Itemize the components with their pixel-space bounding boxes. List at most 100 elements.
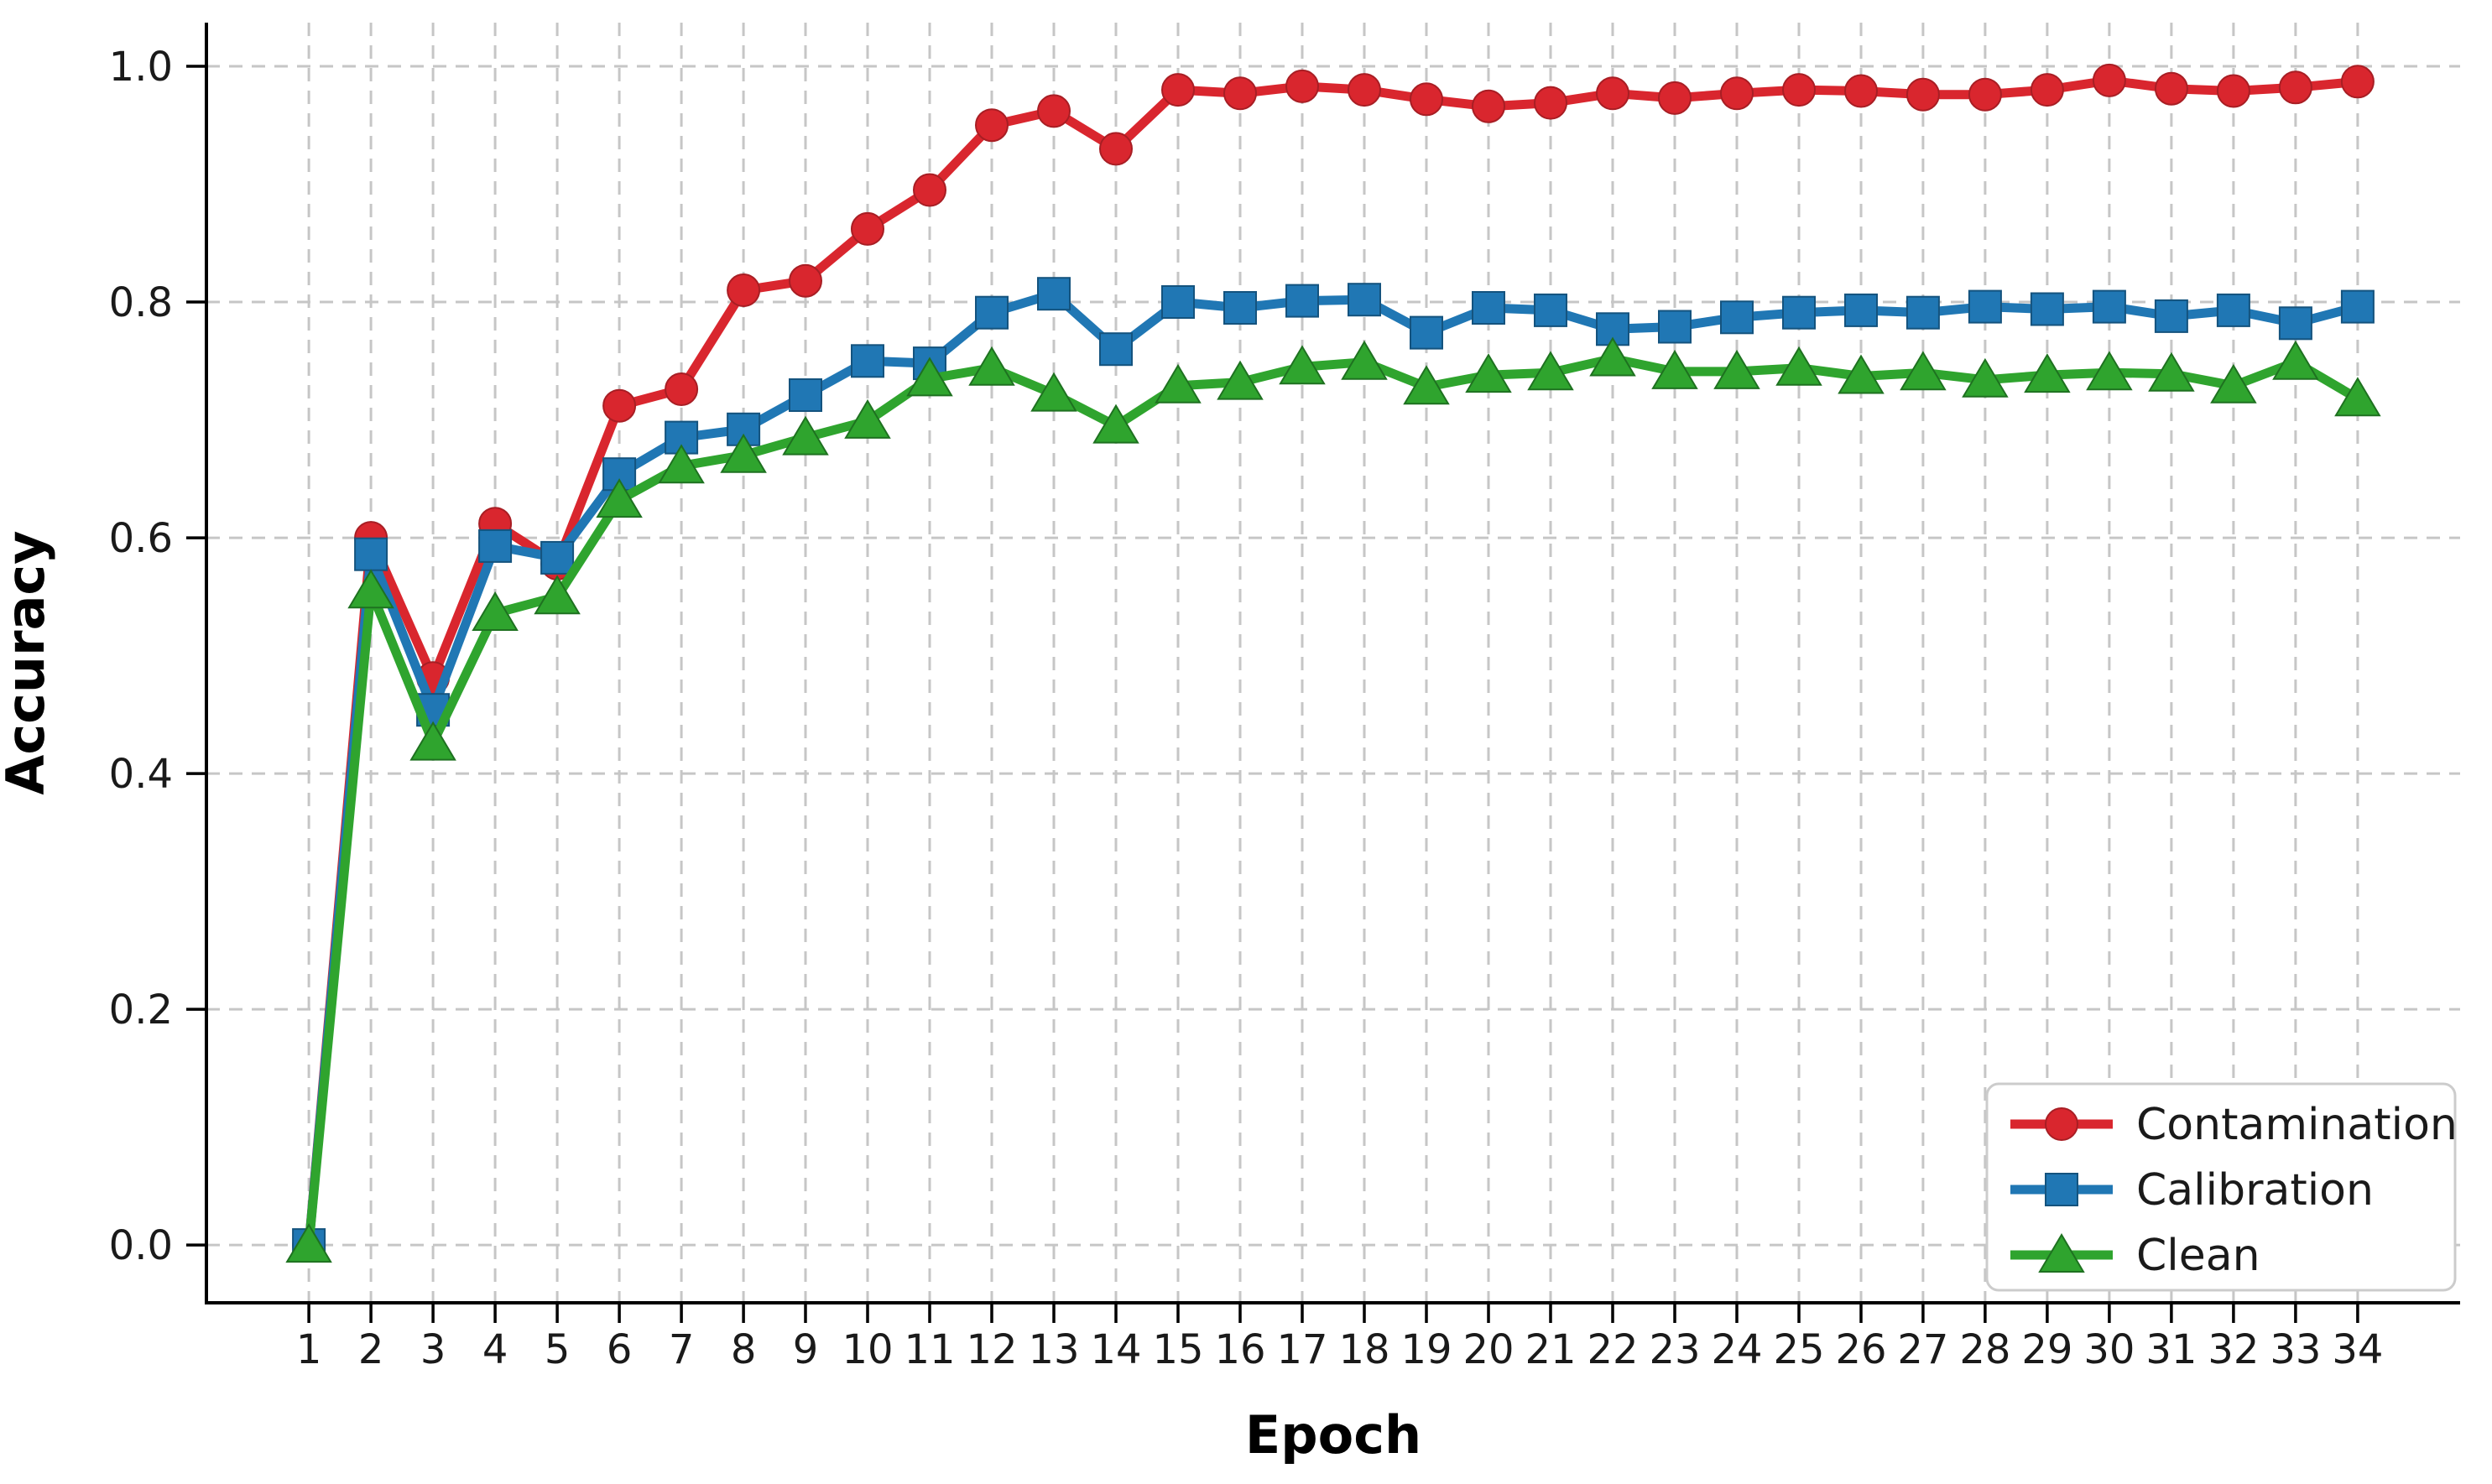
marker-contamination-epoch-24 <box>1720 76 1754 111</box>
marker-contamination-epoch-10 <box>851 211 884 246</box>
x-tick-label: 14 <box>1090 1326 1141 1373</box>
marker-contamination-epoch-18 <box>1348 73 1381 107</box>
marker-contamination-epoch-20 <box>1472 89 1505 123</box>
x-tick-label: 9 <box>793 1326 819 1373</box>
y-tick-label: 0.4 <box>109 751 173 798</box>
x-axis-label: Epoch <box>1245 1404 1421 1466</box>
marker-clean-epoch-27 <box>1900 351 1947 391</box>
x-tick-label: 31 <box>2145 1326 2197 1373</box>
marker-contamination-epoch-7 <box>665 372 699 406</box>
marker-clean-epoch-8 <box>720 433 767 473</box>
legend-item-calibration: Calibration <box>2010 1165 2374 1216</box>
y-tick-label: 0.6 <box>109 515 173 562</box>
x-tick-label: 5 <box>545 1326 571 1373</box>
x-tick-label: 3 <box>420 1326 446 1373</box>
x-tick-label: 2 <box>358 1326 384 1373</box>
marker-contamination-epoch-11 <box>913 173 946 207</box>
marker-calibration-epoch-5 <box>540 540 575 575</box>
marker-calibration-epoch-25 <box>1782 295 1816 330</box>
marker-calibration-epoch-32 <box>2216 293 2250 327</box>
x-tick-label: 18 <box>1338 1326 1389 1373</box>
marker-clean-epoch-19 <box>1403 365 1450 405</box>
series-markers-clean <box>285 336 2381 1263</box>
legend-square-icon <box>2045 1173 2078 1206</box>
marker-contamination-epoch-21 <box>1534 86 1567 120</box>
marker-clean-epoch-3 <box>409 721 456 761</box>
marker-clean-epoch-31 <box>2148 351 2195 392</box>
marker-calibration-epoch-27 <box>1905 295 1940 330</box>
marker-clean-epoch-5 <box>534 575 581 615</box>
marker-contamination-epoch-22 <box>1596 76 1629 111</box>
marker-calibration-epoch-17 <box>1285 284 1319 318</box>
legend-label-calibration: Calibration <box>2136 1165 2374 1216</box>
x-tick-label: 11 <box>904 1326 955 1373</box>
y-tick-label: 0.0 <box>109 1222 173 1269</box>
marker-clean-epoch-14 <box>1092 404 1139 444</box>
marker-calibration-epoch-2 <box>354 537 388 571</box>
legend-label-clean: Clean <box>2136 1231 2260 1281</box>
marker-calibration-epoch-33 <box>2278 306 2312 341</box>
marker-calibration-epoch-34 <box>2340 289 2375 324</box>
marker-contamination-epoch-34 <box>2340 65 2375 99</box>
marker-calibration-epoch-18 <box>1348 283 1381 317</box>
legend-item-contamination: Contamination <box>2010 1100 2458 1150</box>
x-tick-label: 16 <box>1214 1326 1265 1373</box>
marker-clean-epoch-17 <box>1279 345 1326 385</box>
marker-calibration-epoch-23 <box>1658 310 1692 344</box>
marker-clean-epoch-16 <box>1217 360 1264 400</box>
marker-contamination-epoch-33 <box>2278 70 2312 105</box>
marker-clean-epoch-30 <box>2086 351 2133 391</box>
legend-label-contamination: Contamination <box>2136 1100 2458 1150</box>
series-markers-calibration <box>292 277 2375 1263</box>
marker-contamination-epoch-13 <box>1037 94 1071 128</box>
y-tick-label: 0.2 <box>109 987 173 1034</box>
marker-contamination-epoch-28 <box>1968 77 2002 112</box>
marker-calibration-epoch-9 <box>789 378 822 412</box>
marker-calibration-epoch-30 <box>2092 289 2126 324</box>
legend: Contamination Calibration Clean <box>1985 1082 2458 1292</box>
marker-clean-epoch-11 <box>906 357 953 397</box>
x-tick-label: 30 <box>2083 1326 2135 1373</box>
marker-contamination-epoch-17 <box>1285 69 1319 103</box>
series-line-contamination <box>304 76 2363 1250</box>
marker-contamination-epoch-8 <box>727 273 761 307</box>
legend-box <box>1985 1082 2457 1292</box>
marker-calibration-epoch-19 <box>1410 315 1443 350</box>
marker-clean-epoch-7 <box>658 444 705 484</box>
marker-calibration-epoch-20 <box>1472 291 1505 325</box>
x-tick-label: 19 <box>1400 1326 1452 1373</box>
marker-clean-epoch-20 <box>1465 353 1512 393</box>
marker-contamination-epoch-15 <box>1161 73 1195 107</box>
x-tick-label: 23 <box>1649 1326 1700 1373</box>
x-tick-label: 12 <box>966 1326 1017 1373</box>
marker-clean-epoch-13 <box>1030 372 1077 412</box>
marker-contamination-epoch-23 <box>1658 81 1692 115</box>
marker-contamination-epoch-29 <box>2030 73 2064 107</box>
marker-calibration-epoch-13 <box>1037 277 1071 311</box>
marker-contamination-epoch-19 <box>1410 82 1443 117</box>
marker-clean-epoch-22 <box>1589 336 1636 377</box>
x-tick-label: 34 <box>2332 1326 2383 1373</box>
marker-calibration-epoch-16 <box>1223 291 1257 325</box>
marker-calibration-epoch-15 <box>1161 285 1195 319</box>
marker-calibration-epoch-24 <box>1720 300 1754 335</box>
marker-calibration-epoch-4 <box>478 529 513 563</box>
x-tick-label: 7 <box>669 1326 695 1373</box>
marker-clean-epoch-21 <box>1527 351 1574 391</box>
marker-calibration-epoch-12 <box>975 295 1009 330</box>
marker-contamination-epoch-30 <box>2092 63 2126 97</box>
marker-calibration-epoch-29 <box>2030 292 2064 326</box>
legend-circle-icon <box>2045 1107 2078 1141</box>
x-tick-label: 6 <box>607 1326 633 1373</box>
legend-triangle-icon <box>2038 1233 2085 1273</box>
x-tick-label: 27 <box>1897 1326 1948 1373</box>
marker-clean-epoch-33 <box>2272 340 2319 380</box>
marker-clean-epoch-24 <box>1713 349 1760 389</box>
marker-calibration-epoch-21 <box>1534 293 1567 327</box>
x-tick-label: 4 <box>482 1326 508 1373</box>
x-tick-label: 15 <box>1152 1326 1203 1373</box>
marker-clean-epoch-6 <box>596 478 643 518</box>
x-tick-label: 33 <box>2270 1326 2321 1373</box>
